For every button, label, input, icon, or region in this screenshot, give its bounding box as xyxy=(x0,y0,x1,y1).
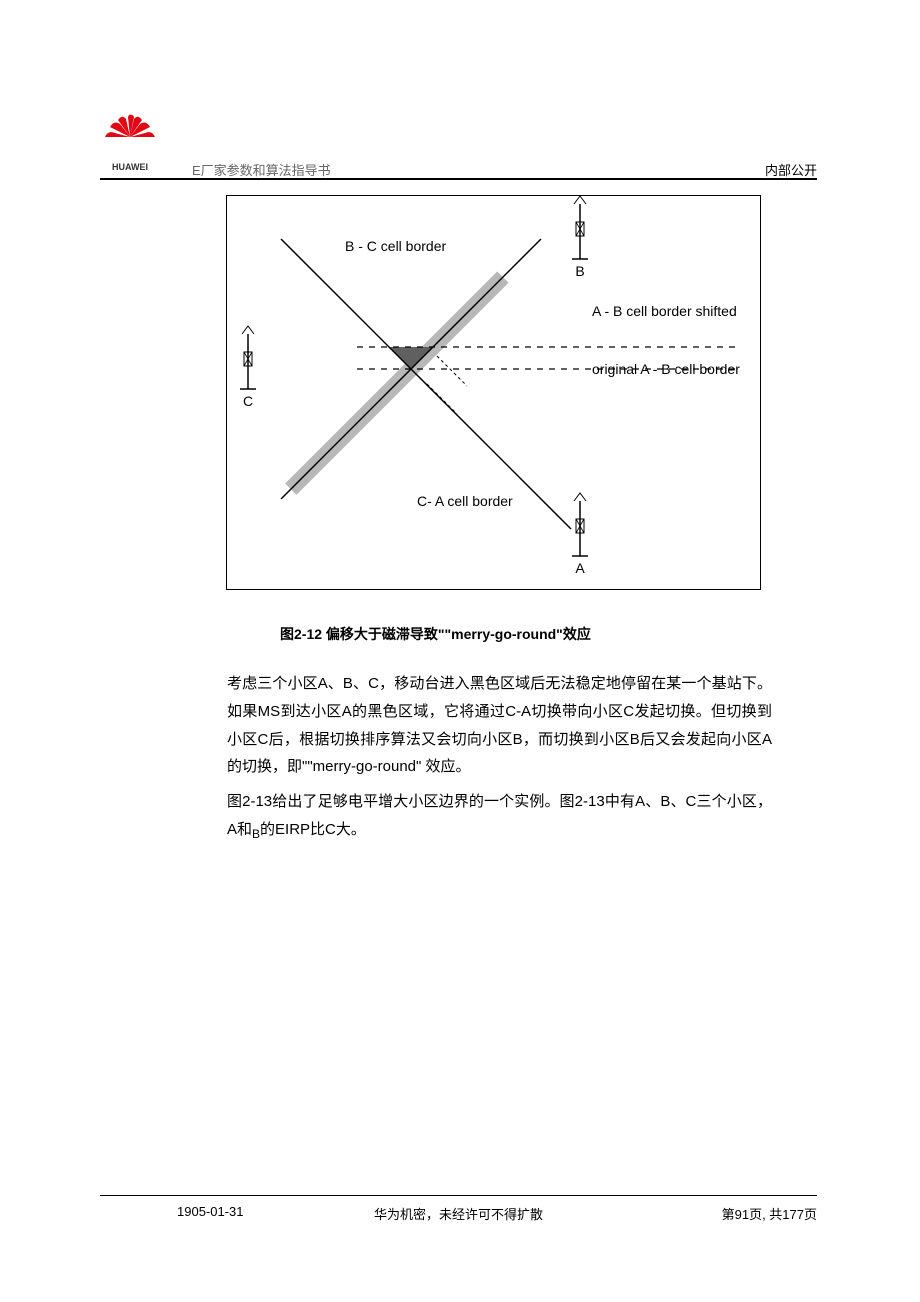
p2-post: 的EIRP比C大。 xyxy=(260,821,366,838)
p2-sub: B xyxy=(252,827,260,841)
figure-2-12: B C A B - C cell border A - B cell borde… xyxy=(226,195,761,590)
svg-text:B: B xyxy=(575,263,584,279)
paragraph-1: 考虑三个小区A、B、C，移动台进入黑色区域后无法稳定地停留在某一个基站下。如果M… xyxy=(227,670,772,781)
page-header: HUAWEI E厂家参数和算法指导书 内部公开 xyxy=(100,112,817,180)
logo-text: HUAWEI xyxy=(112,162,148,172)
tower-b-icon: B xyxy=(572,196,588,279)
footer-confidential: 华为机密，未经许可不得扩散 xyxy=(374,1204,543,1223)
tower-c-icon: C xyxy=(240,326,256,409)
footer-date: 1905-01-31 xyxy=(177,1204,244,1219)
label-ca-border: C- A cell border xyxy=(417,493,513,509)
classification-label: 内部公开 xyxy=(765,160,817,179)
footer-page-number: 第91页, 共177页 xyxy=(722,1204,817,1223)
tower-a-icon: A xyxy=(572,493,588,576)
paragraph-2: 图2-13给出了足够电平增大小区边界的一个实例。图2-13中有A、B、C三个小区… xyxy=(227,788,772,845)
label-ab-shifted: A - B cell border shifted xyxy=(592,303,737,319)
label-original-ab: original A - B cell border xyxy=(592,361,740,377)
figure-caption: 图2-12 偏移大于磁滞导致""merry-go-round"效应 xyxy=(280,624,591,644)
huawei-logo: HUAWEI xyxy=(100,112,160,179)
page-footer: 1905-01-31 华为机密，未经许可不得扩散 第91页, 共177页 xyxy=(100,1195,817,1204)
svg-text:A: A xyxy=(575,560,585,576)
label-bc-border: B - C cell border xyxy=(345,238,446,254)
svg-text:C: C xyxy=(243,393,253,409)
document-title: E厂家参数和算法指导书 xyxy=(192,160,331,179)
